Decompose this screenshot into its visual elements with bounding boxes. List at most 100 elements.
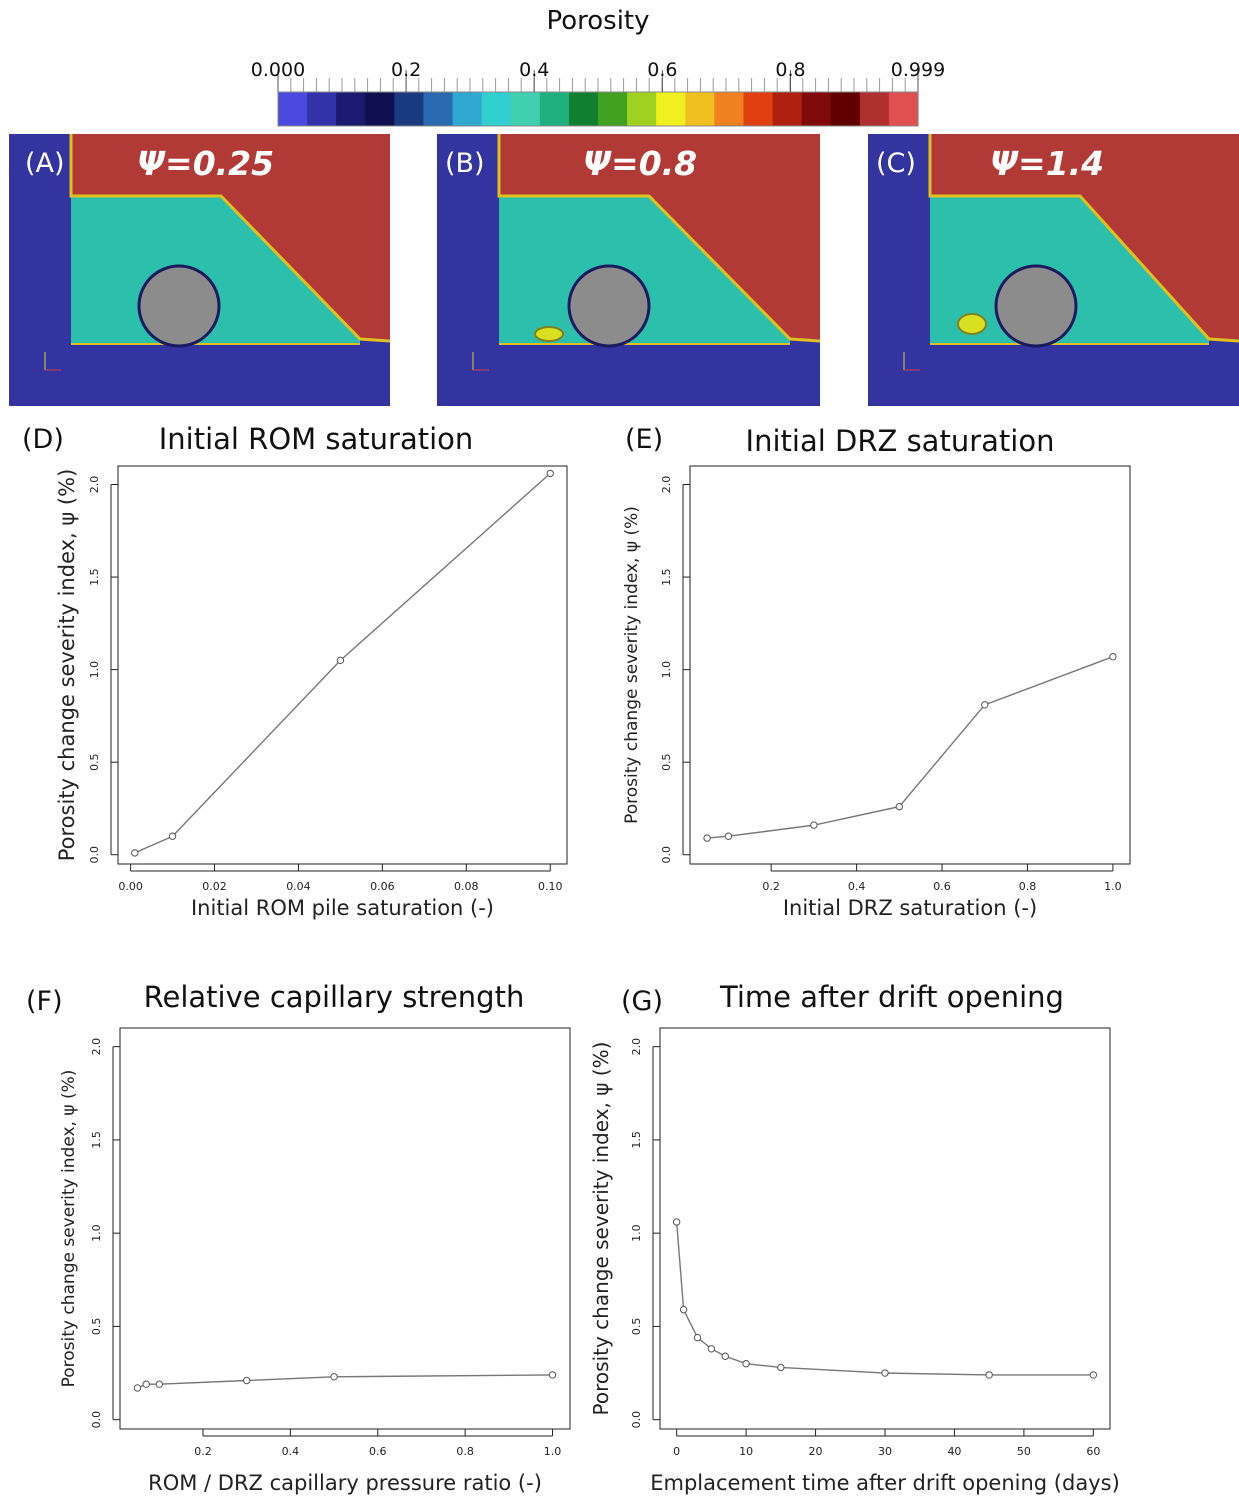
panel-label-f: (F) (26, 986, 63, 1017)
y-tick-label: 0.0 (660, 846, 673, 864)
sim-panel-b: (B) Ψ=0.8 (437, 134, 820, 406)
data-point (336, 656, 345, 665)
y-tick-label: 1.0 (660, 661, 673, 679)
x-axis-label: ROM / DRZ capillary pressure ratio (-) (148, 1471, 542, 1495)
y-tick-label: 1.5 (630, 1131, 643, 1149)
data-point (985, 1371, 993, 1379)
colorbar-segment (278, 92, 308, 126)
drift-circle (994, 264, 1078, 348)
x-tick-label: 1.0 (1104, 880, 1122, 893)
data-point (810, 821, 818, 829)
y-tick-label: 2.0 (630, 1038, 643, 1056)
y-tick-label: 0.0 (90, 1411, 103, 1429)
panel-label-c: (C) (876, 148, 916, 179)
y-axis-label: Porosity change severity index, ψ (%) (589, 1042, 613, 1416)
colorbar-tick-label: 0.999 (891, 59, 945, 81)
interface-line (69, 134, 390, 343)
series-line (675, 1221, 1094, 1376)
y-tick-label: 2.0 (88, 476, 101, 494)
x-tick-label: 0.4 (282, 1445, 300, 1458)
chart-title-g: Time after drift opening (720, 980, 1064, 1014)
panel-label-e: (E) (625, 424, 664, 455)
x-tick-label: 0.10 (538, 880, 563, 893)
y-axis-label: Porosity change severity index, ψ (%) (622, 506, 642, 824)
data-point (693, 1333, 702, 1342)
plot-frame (117, 465, 568, 865)
series-line (134, 472, 551, 854)
data-point (142, 1380, 150, 1388)
y-axis-label: Porosity change severity index, ψ (%) (59, 1070, 79, 1388)
data-point (679, 1305, 688, 1314)
x-axis-label: Initial ROM pile saturation (-) (191, 896, 494, 920)
x-tick-label: 0 (673, 1445, 680, 1458)
x-tick-label: 30 (878, 1445, 892, 1458)
y-tick-label: 1.0 (630, 1224, 643, 1242)
x-tick-label: 0.00 (118, 880, 143, 893)
data-point (133, 1384, 142, 1392)
plot-frame (119, 1027, 571, 1430)
sim-panel-c: (C) Ψ=1.4 (868, 134, 1239, 406)
data-point (881, 1369, 889, 1377)
colorbar-tick-label: 0.4 (519, 59, 549, 81)
x-tick-label: 50 (1017, 1445, 1031, 1458)
data-point (724, 832, 733, 840)
colorbar-segment (743, 92, 774, 126)
panel-label-a: (A) (25, 148, 65, 179)
x-tick-label: 0.8 (456, 1445, 474, 1458)
colorbar-segment (423, 92, 454, 126)
data-point (703, 834, 711, 842)
colorbar-tick-label: 0.8 (775, 59, 805, 81)
colorbar-segment (336, 92, 366, 126)
y-tick-label: 0.0 (630, 1411, 643, 1429)
sim-panel-a: (A) Ψ=0.25 (9, 134, 390, 406)
x-tick-label: 60 (1086, 1445, 1100, 1458)
data-point (721, 1352, 729, 1360)
x-tick-label: 0.06 (370, 880, 395, 893)
psi-value-b: Ψ=0.8 (583, 144, 698, 183)
data-point (242, 1376, 251, 1385)
data-point (672, 1218, 681, 1226)
y-tick-label: 0.0 (88, 846, 101, 864)
chart-title-f: Relative capillary strength (143, 980, 525, 1014)
panel-label-g: (G) (621, 986, 663, 1017)
data-point (168, 832, 177, 840)
data-point (548, 1371, 557, 1379)
x-tick-label: 0.02 (202, 880, 227, 893)
colorbar-segment (801, 92, 832, 126)
colorbar-segment (772, 92, 803, 126)
chart-title-e: Initial DRZ saturation (745, 424, 1055, 458)
y-tick-label: 0.5 (90, 1318, 103, 1336)
colorbar-tick-label: 0.6 (647, 59, 677, 81)
data-point (330, 1373, 338, 1381)
x-tick-label: 40 (947, 1445, 961, 1458)
colorbar-segment (627, 92, 657, 126)
y-tick-label: 1.0 (90, 1224, 103, 1242)
x-axis-label: Initial DRZ saturation (-) (783, 896, 1037, 920)
panel-label-b: (B) (445, 148, 485, 179)
porosity-hotspot (957, 313, 987, 335)
void-region (930, 134, 1239, 339)
data-point (1089, 1371, 1098, 1379)
y-tick-label: 1.0 (88, 661, 101, 679)
data-point (1109, 652, 1117, 661)
y-tick-label: 0.5 (630, 1318, 643, 1336)
y-tick-label: 2.0 (660, 476, 673, 494)
colorbar-segment (598, 92, 628, 126)
x-axis-label: Emplacement time after drift opening (da… (650, 1471, 1120, 1495)
y-tick-label: 2.0 (90, 1038, 103, 1056)
drift-circle (567, 264, 651, 348)
colorbar-segment (307, 92, 337, 126)
interface-line (928, 134, 1239, 343)
colorbar-tick-label: 0.2 (391, 59, 421, 81)
colorbar-segment (481, 92, 512, 126)
porosity-field-b (437, 134, 820, 406)
colorbar-segment (510, 92, 541, 126)
x-tick-label: 0.6 (369, 1445, 387, 1458)
x-tick-label: 10 (739, 1445, 753, 1458)
chart-title-d: Initial ROM saturation (158, 422, 474, 456)
x-tick-label: 20 (809, 1445, 823, 1458)
psi-value-c: Ψ=1.4 (990, 144, 1105, 183)
